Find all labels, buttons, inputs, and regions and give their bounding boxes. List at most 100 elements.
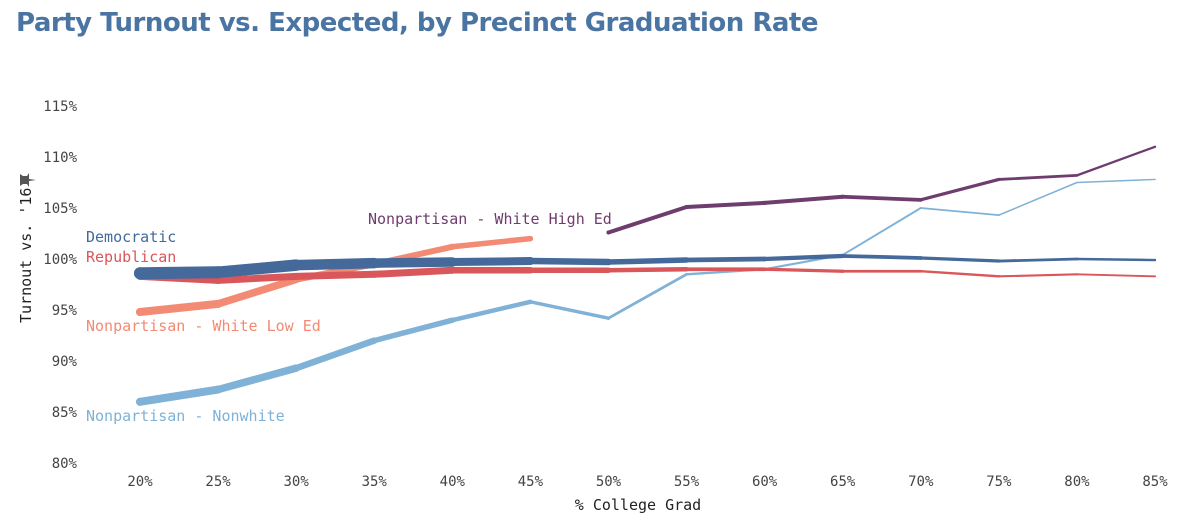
series-segment xyxy=(762,253,845,262)
series-white_high_ed xyxy=(606,145,1157,235)
data-point[interactable] xyxy=(1076,181,1078,184)
series-segment xyxy=(840,254,923,260)
y-axis-label: Turnout vs. '16 xyxy=(17,188,35,323)
series-segment xyxy=(998,181,1078,216)
series-segment xyxy=(527,257,612,266)
data-point[interactable] xyxy=(214,276,222,284)
data-point[interactable] xyxy=(447,257,457,267)
data-point[interactable] xyxy=(292,364,300,372)
series-layer xyxy=(134,145,1157,406)
series-labels: Democratic Republican Nonpartisan - Whit… xyxy=(86,210,612,425)
series-segment xyxy=(919,207,1000,216)
series-label-nonwhite: Nonpartisan - Nonwhite xyxy=(86,407,285,425)
series-segment xyxy=(370,266,456,278)
data-point[interactable] xyxy=(292,272,300,280)
data-point[interactable] xyxy=(371,337,378,344)
series-segment xyxy=(136,299,223,317)
series-segment xyxy=(684,200,767,209)
x-tick-label: 60% xyxy=(752,474,778,490)
series-segment xyxy=(212,259,302,279)
series-segment xyxy=(840,194,923,202)
x-tick-label: 50% xyxy=(596,474,622,490)
data-point[interactable] xyxy=(214,385,223,394)
y-tick-label: 95% xyxy=(52,303,78,319)
data-point[interactable] xyxy=(1154,275,1156,278)
data-point[interactable] xyxy=(1153,258,1157,262)
x-tick-label: 40% xyxy=(440,474,466,490)
data-point[interactable] xyxy=(684,257,690,263)
data-point[interactable] xyxy=(290,259,302,271)
data-point[interactable] xyxy=(1154,178,1156,181)
data-point[interactable] xyxy=(997,275,1000,278)
y-tick-label: 110% xyxy=(43,150,77,166)
series-democratic xyxy=(134,253,1157,280)
data-point[interactable] xyxy=(684,267,689,272)
data-point[interactable] xyxy=(136,308,144,317)
data-point[interactable] xyxy=(997,259,1001,263)
x-tick-label: 20% xyxy=(127,474,153,490)
series-label-republican: Republican xyxy=(86,248,176,266)
series-segment xyxy=(841,207,922,256)
data-point[interactable] xyxy=(449,243,456,250)
data-point[interactable] xyxy=(212,266,225,279)
x-tick-label: 35% xyxy=(362,474,388,490)
data-point[interactable] xyxy=(1075,273,1078,276)
data-point[interactable] xyxy=(841,269,845,273)
data-point[interactable] xyxy=(449,317,455,323)
series-segment xyxy=(919,270,1001,278)
data-point[interactable] xyxy=(919,256,923,260)
data-point[interactable] xyxy=(1075,174,1079,177)
x-tick-label: 25% xyxy=(205,474,231,490)
x-tick-label: 70% xyxy=(908,474,934,490)
series-segment xyxy=(1075,273,1156,278)
series-segment xyxy=(449,235,534,250)
series-label-democratic: Democratic xyxy=(86,228,176,246)
x-tick-label: 55% xyxy=(674,474,700,490)
pin-icon[interactable] xyxy=(20,173,36,187)
series-label-white-low-ed: Nonpartisan - White Low Ed xyxy=(86,317,321,335)
data-point[interactable] xyxy=(369,258,380,269)
series-segment xyxy=(134,266,225,280)
series-segment xyxy=(369,257,458,268)
data-point[interactable] xyxy=(606,316,610,320)
data-point[interactable] xyxy=(998,214,1000,216)
data-point[interactable] xyxy=(919,207,922,209)
data-point[interactable] xyxy=(1075,257,1079,261)
data-point[interactable] xyxy=(214,299,223,308)
x-axis-label: % College Grad xyxy=(575,496,701,514)
data-point[interactable] xyxy=(605,267,611,273)
data-point[interactable] xyxy=(997,177,1001,181)
series-segment xyxy=(528,300,611,320)
series-segment xyxy=(292,337,378,372)
series-segment xyxy=(136,385,223,406)
y-tick-label: 100% xyxy=(43,252,77,268)
data-point[interactable] xyxy=(840,194,845,199)
data-point[interactable] xyxy=(919,269,923,273)
series-segment xyxy=(607,272,688,320)
data-point[interactable] xyxy=(134,267,146,280)
data-point[interactable] xyxy=(527,267,534,274)
x-tick-label: 45% xyxy=(518,474,544,490)
y-axis-title: Turnout vs. '16 xyxy=(17,173,36,323)
data-point[interactable] xyxy=(370,270,378,278)
series-segment xyxy=(997,257,1079,263)
data-point[interactable] xyxy=(762,200,767,205)
data-point[interactable] xyxy=(528,299,533,304)
data-point[interactable] xyxy=(526,257,534,265)
data-point[interactable] xyxy=(762,267,767,271)
data-point[interactable] xyxy=(762,256,767,262)
series-segment xyxy=(684,256,767,263)
data-point[interactable] xyxy=(840,253,845,258)
data-point[interactable] xyxy=(448,266,456,274)
data-point[interactable] xyxy=(606,230,611,235)
series-segment xyxy=(606,204,689,235)
data-point[interactable] xyxy=(527,236,533,242)
data-point[interactable] xyxy=(605,259,612,266)
data-point[interactable] xyxy=(919,198,923,202)
series-segment xyxy=(290,257,380,271)
data-point[interactable] xyxy=(1154,145,1156,148)
data-point[interactable] xyxy=(684,204,689,209)
data-point[interactable] xyxy=(136,397,144,406)
data-point[interactable] xyxy=(685,273,688,276)
series-segment xyxy=(997,273,1078,278)
